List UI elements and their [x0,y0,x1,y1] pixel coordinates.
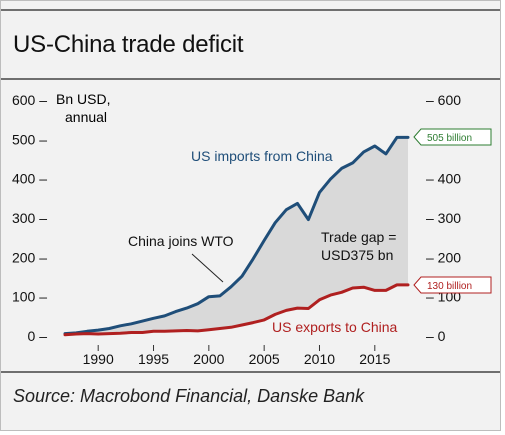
exports-series-line [63,283,410,337]
page-title: US-China trade deficit [13,31,244,58]
source-rule [1,371,500,373]
xtick-label: 2010 [304,351,335,367]
exports-tag-text: 130 billion [427,281,472,292]
gap-label-line1: Trade gap = [321,229,396,245]
imports-value-tag: 505 billion [413,128,492,146]
imports-tag-text: 505 billion [427,133,472,144]
ylabel-line2: annual [65,109,107,125]
ytick-right-label: – 600 [426,92,461,108]
imports-tag-box [413,128,492,146]
exports-value-tag: 130 billion [413,276,492,294]
ytick-left-label: 300 – [12,210,47,226]
ytick-left-label: 400 – [12,171,47,187]
ytick-left-label: 200 – [12,249,47,265]
imports-series-line [63,135,410,336]
top-rule [1,9,500,11]
ytick-left-label: 0 – [28,328,48,344]
ytick-right-label: – 300 [426,210,461,226]
trade-gap-area [65,137,408,335]
ytick-right-label: – 0 [426,328,446,344]
ytick-right-label: – 200 [426,249,461,265]
wto-pointer-line [191,253,224,283]
ytick-right-label: – 400 [426,171,461,187]
ytick-left-label: 600 – [12,92,47,108]
xtick-label: 2015 [359,351,390,367]
xtick-label: 2000 [193,351,224,367]
wto-label: China joins WTO [128,233,234,249]
source-note: Source: Macrobond Financial, Danske Bank [13,386,365,406]
xtick-label: 2005 [249,351,280,367]
imports-label: US imports from China [191,148,333,164]
ytick-left-label: 100 – [12,289,47,305]
gap-label-line2: USD375 bn [321,247,393,263]
ylabel-line1: Bn USD, [56,91,110,107]
xtick-label: 1990 [83,351,114,367]
ytick-left-label: 500 – [12,131,47,147]
exports-tag-box [413,276,492,294]
title-rule [1,78,500,80]
exports-label: US exports to China [272,319,397,335]
xtick-label: 1995 [138,351,169,367]
